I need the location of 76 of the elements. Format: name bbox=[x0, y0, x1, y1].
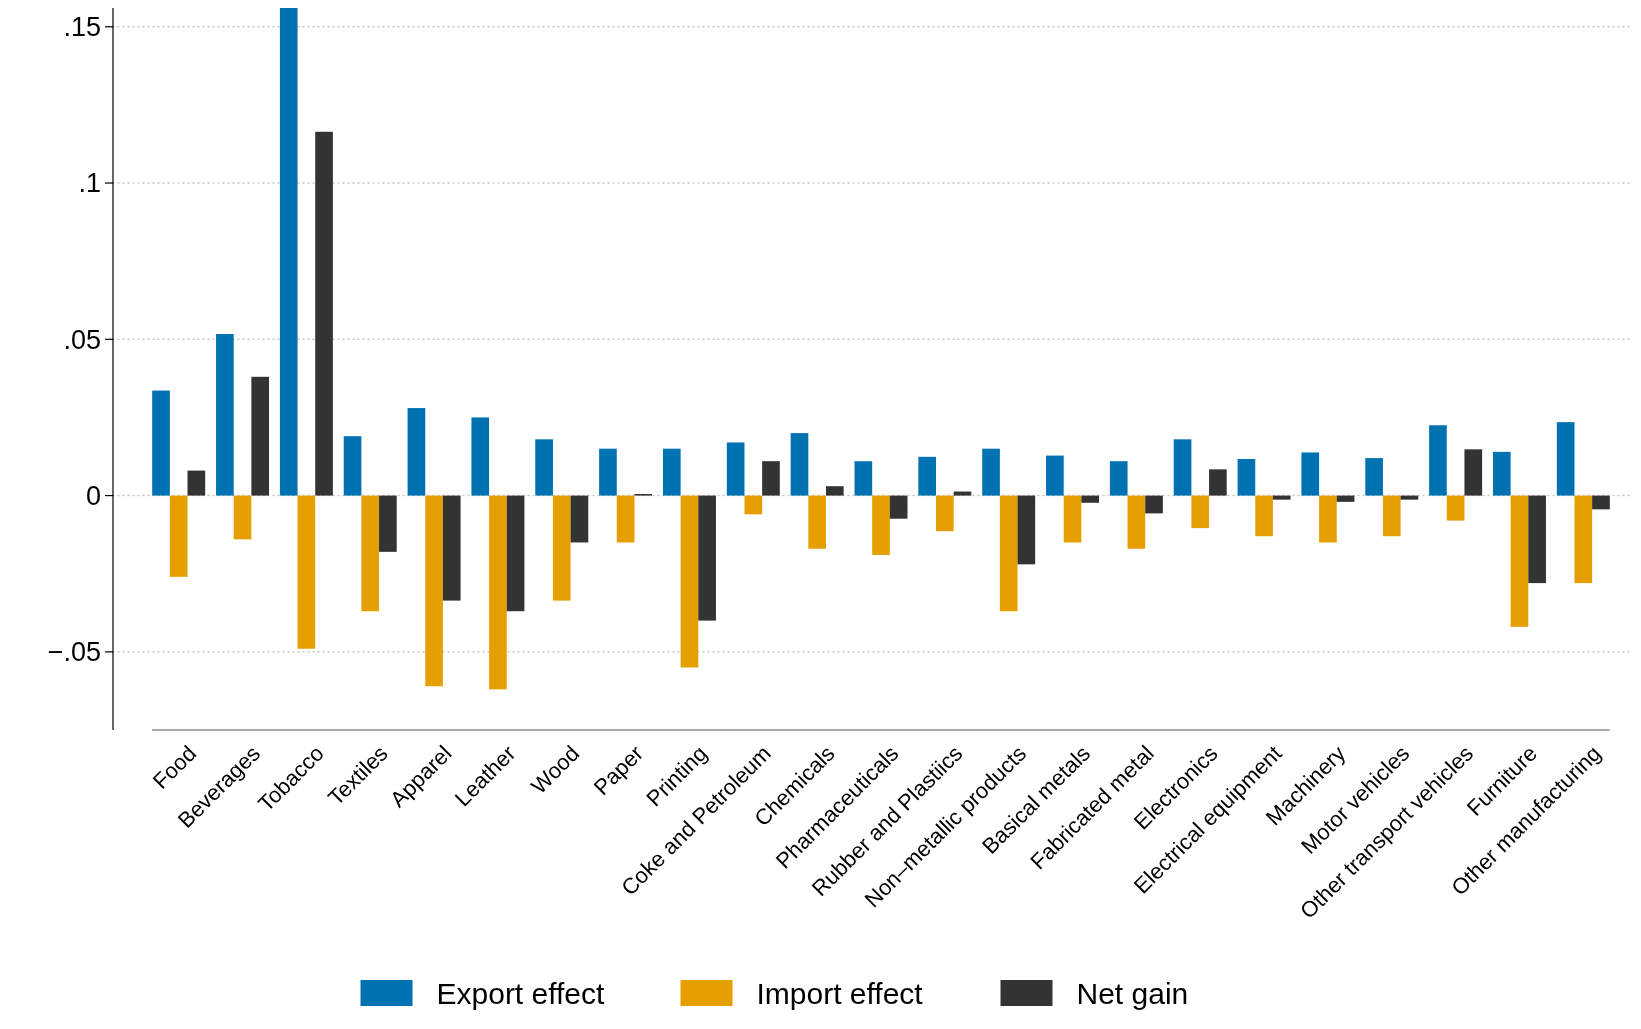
bar bbox=[790, 433, 809, 496]
y-tick-label: .15 bbox=[63, 12, 101, 43]
bar bbox=[1272, 495, 1291, 500]
bar bbox=[187, 470, 206, 496]
y-tick-label: .05 bbox=[63, 324, 101, 355]
bar bbox=[297, 495, 316, 649]
bar bbox=[315, 131, 333, 496]
y-tick-label: −.05 bbox=[47, 637, 101, 668]
bar bbox=[1319, 495, 1337, 543]
bar bbox=[407, 408, 426, 496]
bar bbox=[535, 439, 553, 496]
bar bbox=[726, 442, 745, 496]
bar bbox=[744, 495, 763, 515]
bar bbox=[1574, 495, 1593, 584]
bar bbox=[233, 495, 252, 540]
bar bbox=[425, 495, 443, 687]
bar bbox=[936, 495, 954, 532]
bar bbox=[1237, 459, 1256, 496]
bar bbox=[279, 8, 298, 496]
bar bbox=[442, 495, 461, 601]
bar bbox=[1464, 449, 1483, 496]
legend-label: Export effect bbox=[436, 976, 606, 1010]
bar bbox=[251, 376, 270, 496]
bar bbox=[343, 436, 362, 496]
bar bbox=[1400, 495, 1419, 500]
bar bbox=[1592, 495, 1610, 510]
bar bbox=[825, 486, 844, 496]
y-tick-label: .1 bbox=[78, 168, 101, 199]
bar bbox=[489, 495, 507, 690]
bar bbox=[999, 495, 1018, 612]
bar bbox=[1446, 495, 1465, 521]
bar bbox=[616, 495, 635, 543]
bar bbox=[680, 495, 699, 668]
legend-label: Import effect bbox=[756, 976, 924, 1010]
bar bbox=[854, 461, 873, 496]
bar bbox=[1255, 495, 1273, 537]
bar bbox=[169, 495, 188, 577]
bar bbox=[1191, 495, 1210, 529]
bar bbox=[1127, 495, 1146, 549]
bar bbox=[1528, 495, 1546, 584]
bar bbox=[1492, 451, 1511, 496]
bar bbox=[1301, 452, 1320, 496]
bar bbox=[216, 333, 234, 496]
bar bbox=[953, 491, 972, 496]
bar bbox=[1429, 425, 1447, 496]
bar bbox=[471, 417, 490, 496]
bar bbox=[599, 448, 617, 496]
bar bbox=[1081, 495, 1100, 503]
bar bbox=[762, 461, 780, 496]
bar bbox=[1209, 469, 1227, 496]
y-tick-label: 0 bbox=[85, 481, 101, 512]
bar bbox=[570, 495, 589, 543]
legend-label: Net gain bbox=[1076, 976, 1189, 1010]
bar bbox=[152, 390, 170, 496]
bar bbox=[1145, 495, 1163, 514]
bar bbox=[552, 495, 571, 601]
bar bbox=[872, 495, 890, 555]
bar bbox=[1063, 495, 1082, 543]
bar bbox=[1173, 439, 1192, 496]
bar bbox=[808, 495, 826, 549]
bar bbox=[361, 495, 380, 612]
bar bbox=[1109, 461, 1128, 496]
bar bbox=[1382, 495, 1401, 537]
bar bbox=[889, 495, 908, 519]
bar bbox=[1017, 495, 1036, 565]
bar bbox=[698, 495, 716, 621]
bar bbox=[1336, 495, 1355, 502]
bar bbox=[506, 495, 525, 612]
bar bbox=[918, 456, 937, 496]
bar bbox=[982, 448, 1000, 496]
bar bbox=[1556, 422, 1575, 496]
bar bbox=[1365, 458, 1383, 496]
bar bbox=[1046, 455, 1064, 496]
bar bbox=[662, 448, 681, 496]
bar bbox=[379, 495, 397, 552]
bar bbox=[1510, 495, 1529, 627]
